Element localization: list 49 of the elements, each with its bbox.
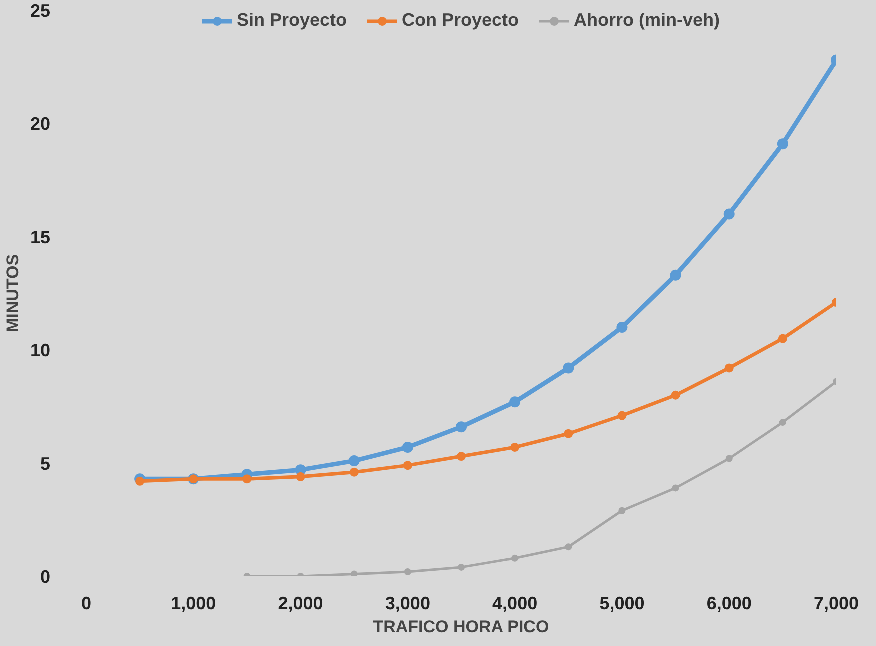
point (564, 429, 574, 438)
point (726, 455, 733, 462)
point (458, 564, 465, 571)
point (724, 364, 734, 373)
point (350, 570, 358, 576)
point (403, 461, 412, 470)
legend-label: Sin Proyecto (236, 10, 347, 31)
x-tick-label: 7,000 (814, 594, 860, 614)
point (724, 208, 735, 220)
y-tick-label: 0 (40, 567, 51, 587)
point (510, 396, 521, 408)
point (296, 472, 306, 482)
point (350, 468, 359, 477)
point (404, 568, 412, 576)
point (563, 362, 574, 374)
x-tick-label: 1,000 (171, 594, 216, 614)
point (779, 419, 786, 426)
x-tick-label: 5,000 (600, 594, 645, 614)
point (672, 484, 680, 492)
x-tick-label: 0 (81, 594, 92, 614)
point (618, 411, 627, 420)
point (242, 474, 252, 484)
x-tick-label: 2,000 (278, 594, 324, 614)
point (348, 456, 360, 467)
point (670, 270, 682, 281)
point (616, 322, 628, 333)
y-tick-label: 25 (30, 1, 51, 21)
y-tick-label: 20 (30, 114, 51, 134)
point (512, 554, 519, 562)
point (778, 334, 788, 344)
y-tick-label: 5 (40, 454, 51, 474)
point (671, 390, 680, 400)
point (402, 442, 414, 453)
point (777, 138, 788, 150)
x-axis-title: TRAFICO HORA PICO (373, 618, 550, 636)
point (618, 507, 626, 514)
point (136, 476, 145, 486)
x-tick-label: 3,000 (385, 594, 430, 614)
point (456, 422, 467, 433)
point (510, 442, 520, 452)
point (565, 544, 572, 551)
y-tick-label: 10 (30, 340, 51, 361)
x-tick-label: 6,000 (706, 594, 752, 614)
x-tick-label: 4,000 (492, 594, 538, 614)
y-axis-title: MINUTOS (3, 254, 22, 333)
legend-label: Con Proyecto (402, 10, 520, 31)
legend-label: Ahorro (min-veh) (574, 10, 720, 31)
y-tick-label: 15 (30, 227, 51, 248)
point (457, 452, 466, 461)
